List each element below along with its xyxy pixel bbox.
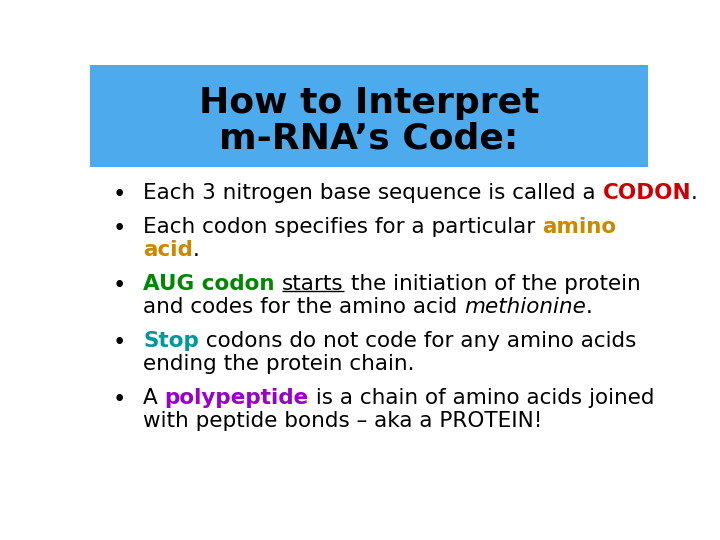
Text: with peptide bonds – aka a PROTEIN!: with peptide bonds – aka a PROTEIN!: [143, 411, 542, 431]
Text: .: .: [193, 240, 199, 260]
Text: •: •: [112, 274, 126, 298]
Text: acid: acid: [143, 240, 193, 260]
Text: .: .: [691, 183, 698, 203]
Text: CODON: CODON: [603, 183, 691, 203]
Text: How to Interpret: How to Interpret: [199, 86, 539, 120]
Text: •: •: [112, 183, 126, 206]
Text: •: •: [112, 217, 126, 240]
Text: Stop: Stop: [143, 332, 199, 352]
Text: •: •: [112, 332, 126, 354]
Text: A: A: [143, 388, 165, 408]
Text: ending the protein chain.: ending the protein chain.: [143, 354, 415, 374]
Text: methionine: methionine: [464, 298, 586, 318]
Text: .: .: [586, 298, 593, 318]
Text: and codes for the amino acid: and codes for the amino acid: [143, 298, 464, 318]
Text: Each codon specifies for a particular: Each codon specifies for a particular: [143, 217, 542, 237]
Text: the initiation of the protein: the initiation of the protein: [343, 274, 640, 294]
Text: polypeptide: polypeptide: [165, 388, 309, 408]
Text: Each 3 nitrogen base sequence is called a: Each 3 nitrogen base sequence is called …: [143, 183, 603, 203]
Text: m-RNA’s Code:: m-RNA’s Code:: [220, 122, 518, 156]
Text: codons do not code for any amino acids: codons do not code for any amino acids: [199, 332, 636, 352]
Text: AUG codon: AUG codon: [143, 274, 282, 294]
Text: starts: starts: [282, 274, 343, 294]
FancyBboxPatch shape: [90, 65, 648, 167]
Text: •: •: [112, 388, 126, 411]
Text: amino: amino: [542, 217, 616, 237]
Text: is a chain of amino acids joined: is a chain of amino acids joined: [309, 388, 654, 408]
